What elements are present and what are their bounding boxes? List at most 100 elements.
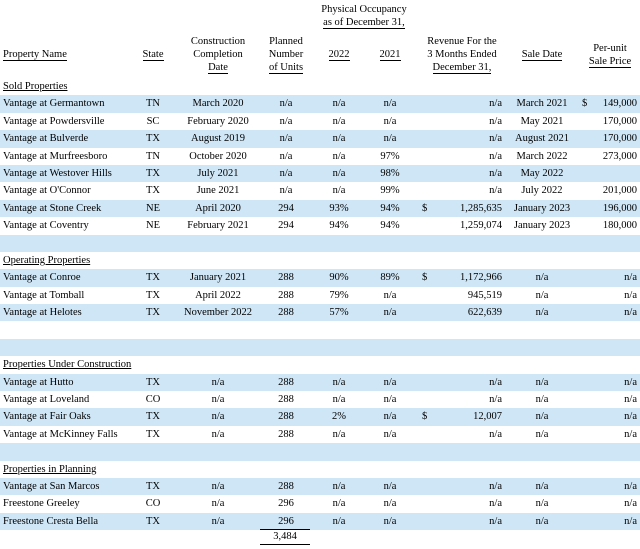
property-name-cell: Vantage at McKinney Falls bbox=[3, 428, 118, 440]
completion-date-cell: July 2021 bbox=[197, 167, 239, 179]
sale-date-cell: n/a bbox=[535, 498, 549, 510]
sale-date-cell: n/a bbox=[535, 480, 549, 492]
occupancy-2021-cell: n/a bbox=[383, 376, 397, 388]
per-unit-price-cell: n/a bbox=[624, 515, 637, 527]
table-row: Freestone Greeley CO n/a 296 n/a n/a n/a n/a n/a bbox=[0, 495, 640, 512]
state-cell: TX bbox=[146, 167, 160, 179]
property-name-cell: Vantage at Helotes bbox=[3, 307, 82, 319]
occupancy-2022-cell: n/a bbox=[332, 167, 346, 179]
property-name-cell: Freestone Greeley bbox=[3, 498, 80, 510]
property-name-cell: Vantage at Loveland bbox=[3, 394, 90, 406]
occupancy-2022-cell: n/a bbox=[332, 394, 346, 406]
planned-units-cell: n/a bbox=[279, 133, 293, 145]
planned-units-cell: n/a bbox=[279, 98, 293, 110]
occupancy-2021-cell: 97% bbox=[380, 150, 400, 162]
state-cell: SC bbox=[146, 115, 160, 127]
sale-date-cell: n/a bbox=[535, 411, 549, 423]
spacer-row bbox=[0, 530, 640, 547]
occupancy-2022-cell: 93% bbox=[329, 202, 349, 214]
revenue-cell: n/a bbox=[489, 115, 502, 127]
occupancy-2021-cell: n/a bbox=[383, 307, 397, 319]
state-cell: CO bbox=[145, 498, 161, 510]
price-dollar-sign: $ bbox=[582, 98, 588, 110]
revenue-cell: 12,007 bbox=[473, 411, 502, 423]
occupancy-2022-cell: n/a bbox=[332, 185, 346, 197]
per-unit-price-cell: n/a bbox=[624, 272, 637, 284]
completion-date-cell: February 2020 bbox=[187, 115, 249, 127]
header-property-name: Property Name bbox=[3, 49, 67, 61]
state-cell: TX bbox=[146, 133, 160, 145]
planned-units-cell: 288 bbox=[278, 480, 294, 492]
revenue-cell: n/a bbox=[489, 480, 502, 492]
per-unit-price-cell: 170,000 bbox=[602, 133, 637, 145]
table-row: Vantage at Stone Creek NE April 2020 294 93%… bbox=[0, 199, 640, 218]
property-name-cell: Vantage at Westover Hills bbox=[3, 167, 112, 179]
completion-date-cell: n/a bbox=[211, 498, 225, 510]
completion-date-cell: April 2020 bbox=[195, 202, 241, 214]
property-name-cell: Vantage at Powdersville bbox=[3, 115, 105, 127]
sale-date-cell: n/a bbox=[535, 272, 549, 284]
state-cell: TX bbox=[146, 515, 160, 527]
occupancy-2021-cell: 99% bbox=[380, 185, 400, 197]
planned-units-cell: n/a bbox=[279, 167, 293, 179]
sale-date-cell: July 2022 bbox=[521, 185, 563, 197]
occupancy-2022-cell: n/a bbox=[332, 515, 346, 527]
state-cell: TN bbox=[146, 98, 160, 110]
planned-units-cell: 288 bbox=[278, 272, 294, 284]
per-unit-price-cell: n/a bbox=[624, 376, 637, 388]
state-cell: TX bbox=[146, 480, 160, 492]
sale-date-cell: n/a bbox=[535, 394, 549, 406]
state-cell: TX bbox=[146, 428, 160, 440]
completion-date-cell: n/a bbox=[211, 376, 225, 388]
completion-date-cell: March 2020 bbox=[192, 98, 244, 110]
property-name-cell: Vantage at O'Connor bbox=[3, 185, 91, 197]
sale-date-cell: n/a bbox=[535, 515, 549, 527]
revenue-cell: n/a bbox=[489, 150, 502, 162]
sale-date-cell: n/a bbox=[535, 289, 549, 301]
spacer-row bbox=[0, 443, 640, 461]
table-row: Vantage at Helotes TX November 2022 288 57% n… bbox=[0, 304, 640, 322]
property-name-cell: Vantage at Coventry bbox=[3, 220, 89, 232]
planned-units-cell: 294 bbox=[278, 220, 294, 232]
per-unit-price-cell: 149,000 bbox=[602, 98, 637, 110]
completion-date-cell: October 2020 bbox=[189, 150, 247, 162]
occupancy-2021-cell: n/a bbox=[383, 394, 397, 406]
per-unit-price-cell: 196,000 bbox=[602, 202, 637, 214]
completion-date-cell: June 2021 bbox=[196, 185, 240, 197]
occupancy-2022-cell: 94% bbox=[329, 220, 349, 232]
revenue-cell: 1,259,074 bbox=[460, 220, 502, 232]
per-unit-price-cell: n/a bbox=[624, 480, 637, 492]
per-unit-price-cell: n/a bbox=[624, 289, 637, 301]
revenue-cell: n/a bbox=[489, 498, 502, 510]
per-unit-price-cell: 180,000 bbox=[602, 220, 637, 232]
table-row: Vantage at San Marcos TX n/a 288 n/a n/a n/a n/… bbox=[0, 477, 640, 496]
occupancy-2021-cell: n/a bbox=[383, 515, 397, 527]
occupancy-2021-cell: n/a bbox=[383, 480, 397, 492]
total-units-value: 3,484 bbox=[273, 531, 297, 542]
completion-date-cell: November 2022 bbox=[184, 307, 252, 319]
revenue-cell: 1,172,966 bbox=[460, 272, 502, 284]
state-cell: TX bbox=[146, 272, 160, 284]
sale-date-cell: n/a bbox=[535, 376, 549, 388]
table-row: Vantage at Bulverde TX August 2019 n/a n/a n/… bbox=[0, 130, 640, 148]
state-cell: TX bbox=[146, 185, 160, 197]
planned-units-cell: 288 bbox=[278, 411, 294, 423]
planned-units-cell: n/a bbox=[279, 185, 293, 197]
sale-date-cell: n/a bbox=[535, 428, 549, 440]
table-row: Vantage at Hutto TX n/a 288 n/a n/a n/a n/a n/a bbox=[0, 373, 640, 392]
occupancy-2021-cell: n/a bbox=[383, 428, 397, 440]
property-name-cell: Vantage at Fair Oaks bbox=[3, 411, 91, 423]
occupancy-2021-cell: 94% bbox=[380, 202, 400, 214]
revenue-cell: n/a bbox=[489, 428, 502, 440]
occupancy-2021-cell: 89% bbox=[380, 272, 400, 284]
total-units: 3,484 bbox=[260, 529, 310, 545]
property-name-cell: Vantage at Hutto bbox=[3, 376, 74, 388]
occupancy-2022-cell: n/a bbox=[332, 428, 346, 440]
table-row: Vantage at Loveland CO n/a 288 n/a n/a n/a n/a n… bbox=[0, 391, 640, 408]
table-row: Vantage at McKinney Falls TX n/a 288 n/a n/a n… bbox=[0, 426, 640, 443]
table-row: Vantage at Tomball TX April 2022 288 79% n/a 9… bbox=[0, 287, 640, 304]
revenue-dollar-sign: $ bbox=[422, 272, 428, 284]
property-name-cell: Freestone Cresta Bella bbox=[3, 515, 99, 527]
planned-units-cell: n/a bbox=[279, 115, 293, 127]
section-header: Properties in Planning bbox=[3, 463, 97, 475]
